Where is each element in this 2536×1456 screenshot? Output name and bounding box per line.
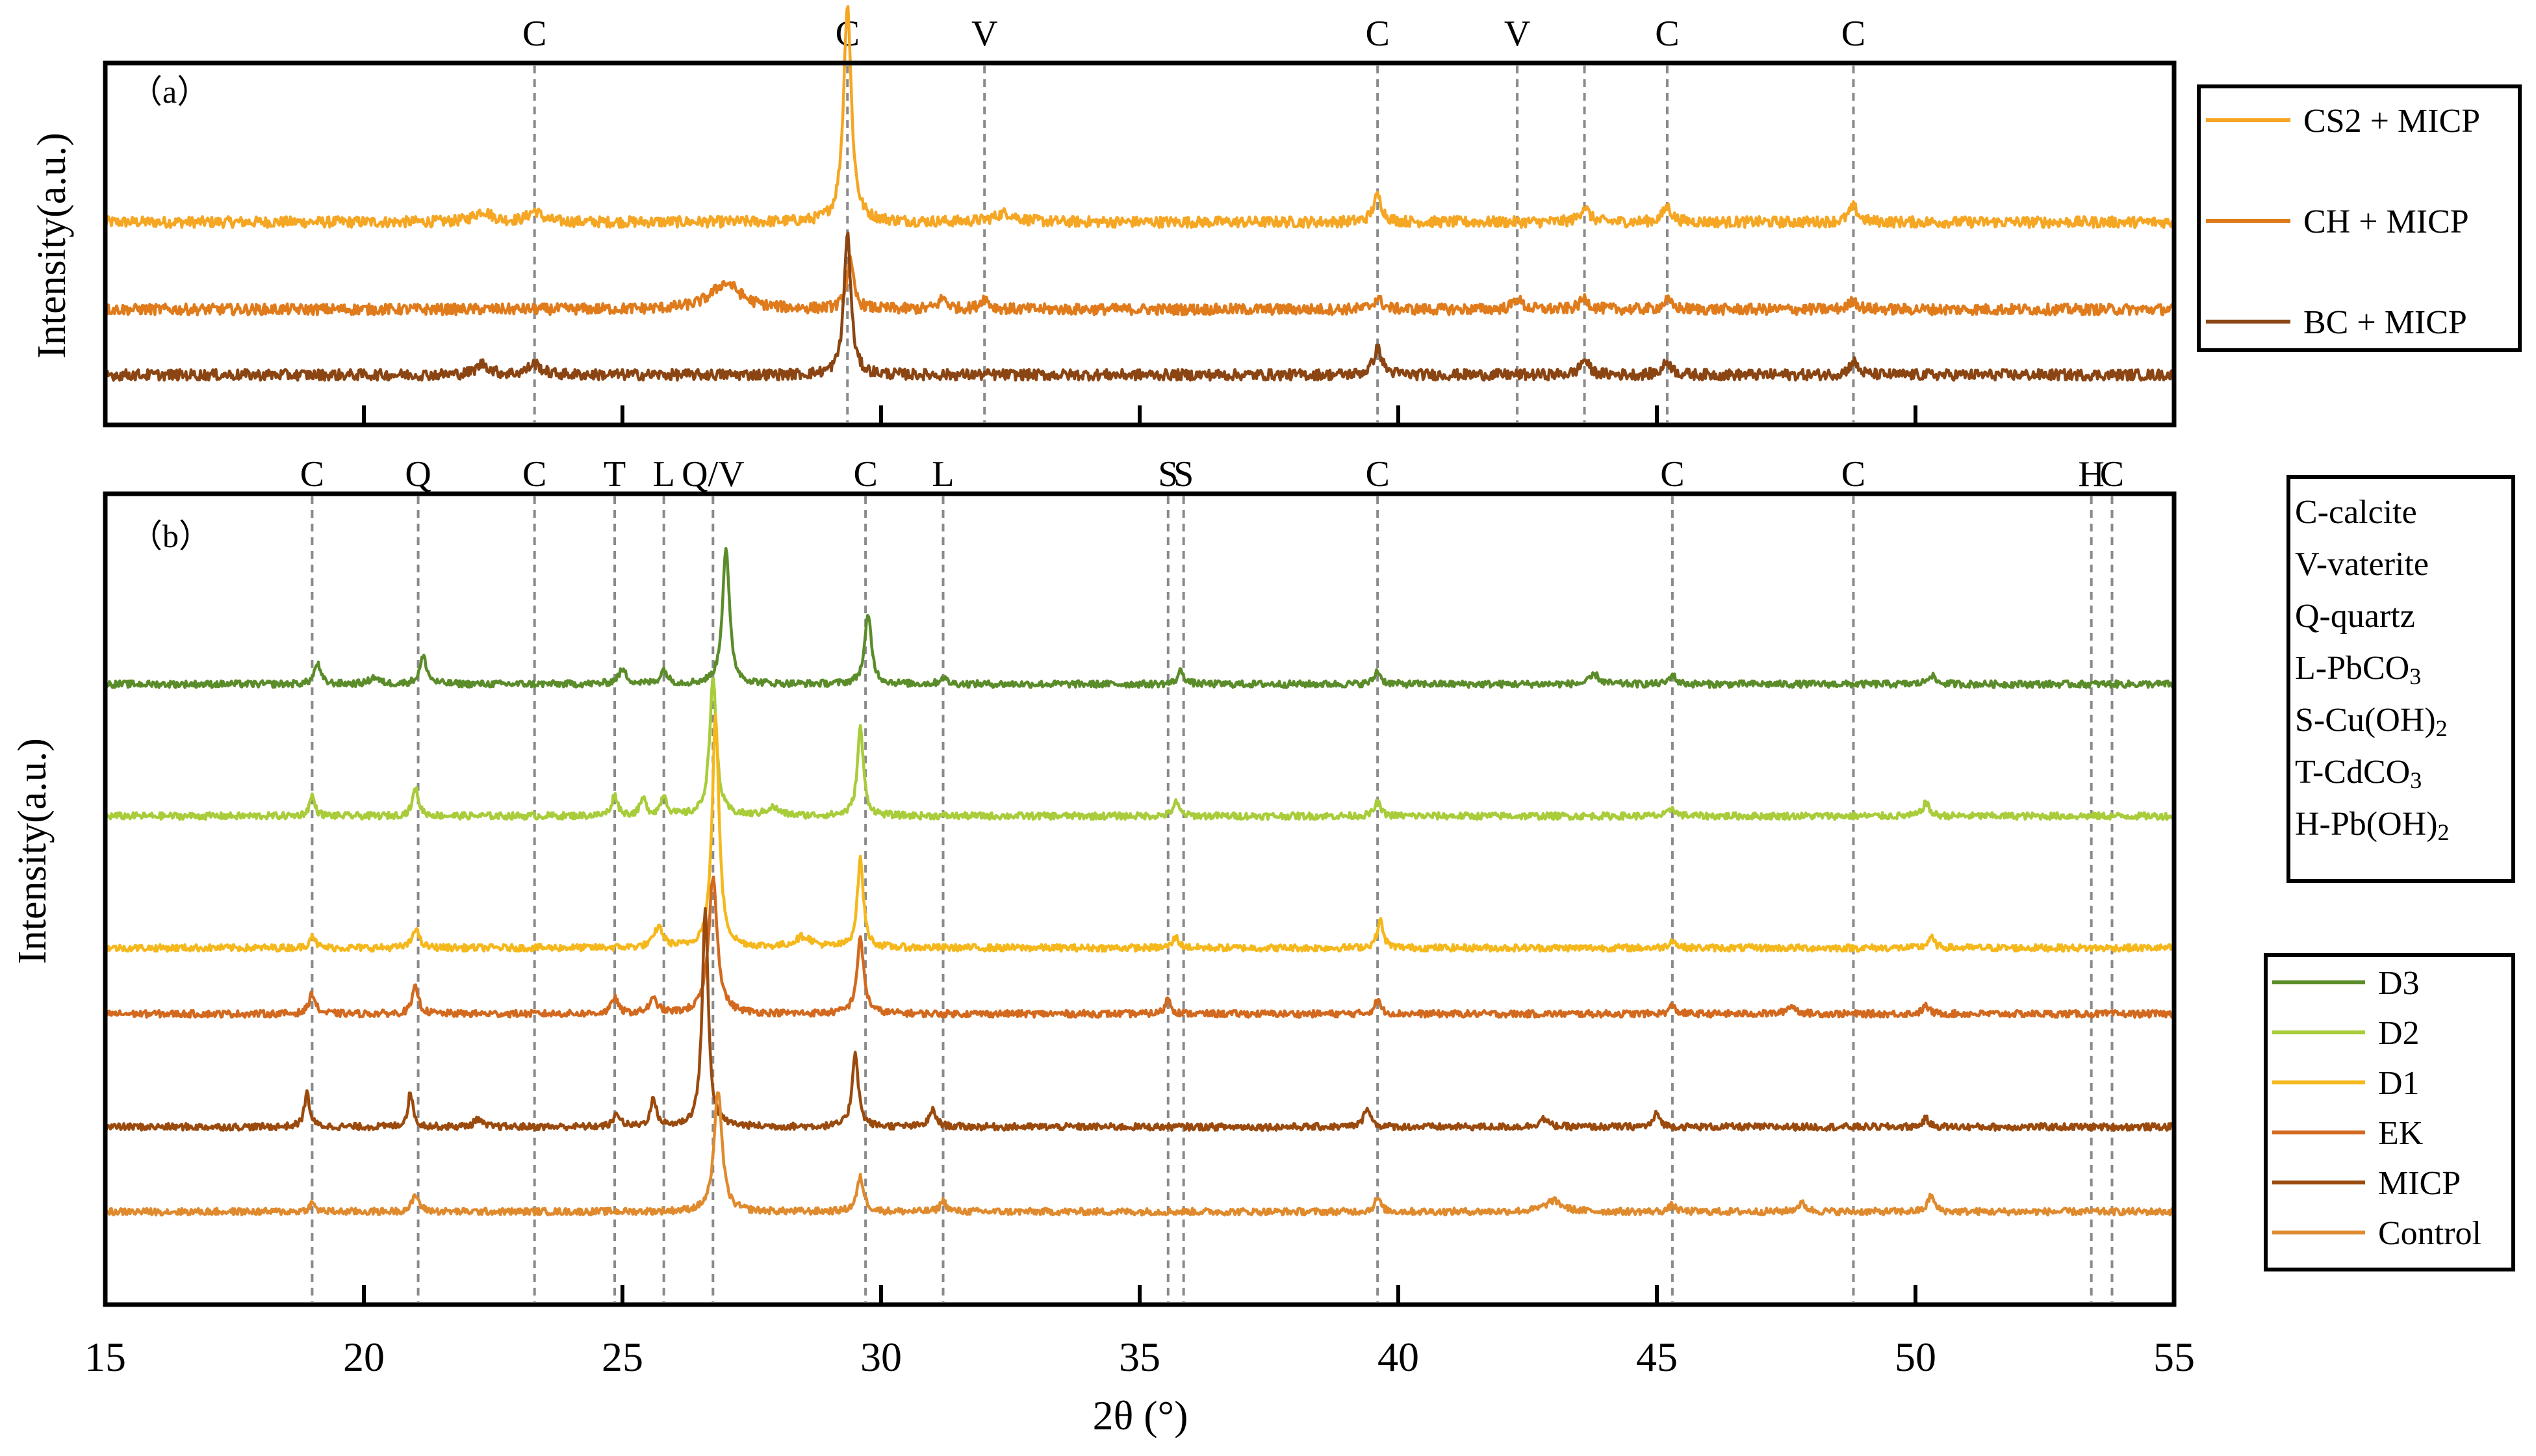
phase-legend-entry: L-PbCO3 [2295,650,2421,689]
phase-marker-label: S [1173,454,1194,494]
phase-marker-label: L [932,454,954,494]
phase-marker-label: C [1365,14,1389,54]
series-line-d2 [104,676,2175,821]
panel-a-legend-box [2197,84,2522,352]
panel-a-x-ticks [362,405,1917,425]
series-line-ch-micp [105,254,2176,316]
legend-label: CH + MICP [2303,203,2469,240]
phase-marker-label: C [1841,14,1865,54]
series-line-d1 [104,713,2175,953]
phase-legend-entry: T-CdCO3 [2295,754,2422,793]
series-line-bc-micp [103,231,2176,382]
panel-b: C Q C T L Q/V C L SS C C C HC （b） Intensity(a.u.) C-… [10,454,2515,1307]
series-line-d3 [103,546,2175,689]
phase-legend-entry: C-calcite [2295,494,2417,531]
x-tick-label: 45 [1636,1334,1678,1380]
phase-marker-label: C [1841,454,1865,494]
x-tick-label: 15 [84,1334,126,1380]
phase-legend: C-calcite V-vaterite Q-quartz L-PbCO3 S-Cu(O… [2286,475,2515,883]
phase-marker-label: C [853,454,877,494]
x-tick-label: 40 [1377,1334,1419,1380]
x-tick-label: 35 [1119,1334,1160,1380]
legend-label: CS2 + MICP [2303,103,2480,140]
panel-b-label: （b） [130,518,211,554]
phase-marker-label: C [1655,14,1679,54]
phase-marker-label: C [1365,454,1389,494]
phase-marker-label: Q/V [682,454,744,494]
phase-legend-box [2286,475,2515,883]
phase-marker-label: C [300,454,324,494]
phase-marker-label: C [2100,454,2124,494]
phase-marker-label: C [522,14,546,54]
phase-legend-entry: Q-quartz [2295,598,2415,635]
series-line-control [103,1091,2176,1217]
legend-label: D1 [2378,1065,2420,1102]
phase-marker-label: S [1158,454,1178,494]
legend-label: D2 [2378,1015,2420,1052]
panel-a-legend: CS2 + MICP CH + MICP BC + MICP [2197,84,2522,352]
phase-marker-label: H [2078,454,2104,494]
x-tick-label: 55 [2153,1334,2195,1380]
panel-b-x-ticks [362,1285,1917,1305]
panel-a-series [103,5,2176,382]
legend-label: MICP [2378,1165,2461,1202]
phase-marker-label: L [653,454,675,494]
x-tick-label: 30 [860,1334,902,1380]
panel-b-frame [103,491,2177,1307]
panel-b-legend-box [2264,953,2515,1271]
panel-b-y-label: Intensity(a.u.) [10,738,55,964]
x-tick-label: 25 [602,1334,643,1380]
phase-marker-label: V [1504,14,1530,54]
phase-legend-entry: H-Pb(OH)2 [2295,806,2450,845]
panel-b-legend: D3 D2 D1 EK MICP Control [2264,953,2515,1271]
phase-marker-label: T [604,454,626,494]
x-tick-label: 20 [343,1334,385,1380]
x-tick-label: 50 [1895,1334,1936,1380]
series-line-micp [103,907,2175,1132]
legend-label: EK [2378,1115,2424,1152]
phase-marker-label: V [971,14,997,54]
phase-marker-label: Q [405,454,431,494]
legend-label: D3 [2378,965,2420,1002]
legend-label: Control [2378,1215,2481,1252]
phase-marker-label: C [1660,454,1684,494]
phase-legend-entry: V-vaterite [2295,546,2429,583]
panel-b-phase-markers: C Q C T L Q/V C L SS C C C HC [300,454,2124,1302]
panel-a-y-label: Intensity(a.u.) [30,133,74,359]
series-line-cs2-micp [103,5,2176,229]
x-axis-tick-labels: 15 20 25 30 35 40 45 50 55 [84,1334,2195,1380]
series-line-ek [105,875,2175,1019]
phase-marker-label: C [522,454,546,494]
panel-b-series [103,546,2176,1217]
legend-label: BC + MICP [2303,304,2467,341]
x-axis-label: 2θ (°) [1093,1392,1188,1438]
phase-legend-entry: S-Cu(OH)2 [2295,702,2448,741]
panel-a-label: （a） [130,73,209,110]
